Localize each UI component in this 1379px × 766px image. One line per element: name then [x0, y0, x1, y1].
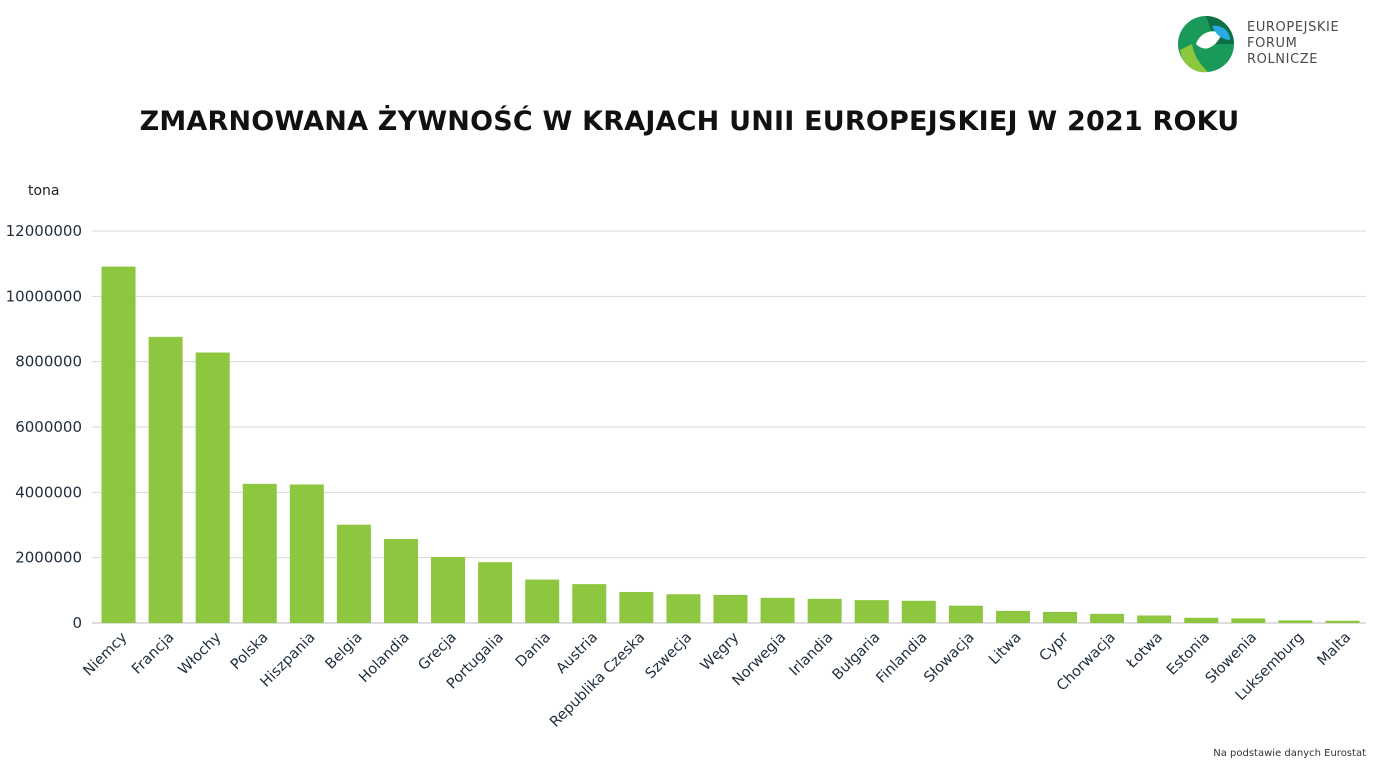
logo-text: EUROPEJSKIE FORUM ROLNICZE [1247, 20, 1367, 68]
bar [1137, 615, 1172, 623]
bar [666, 594, 701, 623]
x-tick-label: Węgry [698, 629, 743, 674]
bar [478, 562, 513, 623]
x-tick-label: Cypr [1037, 629, 1072, 664]
x-tick-label: Niemcy [81, 629, 131, 679]
bar [1325, 620, 1360, 623]
x-tick-label: Słowacja [921, 630, 977, 686]
y-tick-label: 10000000 [6, 287, 82, 305]
x-tick-label: Holandia [356, 630, 413, 687]
logo-line-1: EUROPEJSKIE [1247, 20, 1340, 35]
x-tick-label: Grecja [416, 630, 460, 674]
x-tick-label: Włochy [176, 629, 225, 678]
leaf-logo-icon [1178, 16, 1234, 73]
logo-line-3: ROLNICZE [1247, 52, 1319, 67]
bar [431, 557, 466, 623]
bar [619, 591, 654, 623]
y-axis-unit-label: tona [28, 183, 60, 199]
x-tick-label: Dania [513, 630, 554, 671]
y-tick-label: 12000000 [6, 222, 82, 240]
bar [289, 484, 324, 623]
bar [948, 605, 983, 623]
x-tick-label: Republika Czeska [547, 630, 648, 731]
x-tick-label: Estonia [1164, 630, 1213, 679]
logo: EUROPEJSKIE FORUM ROLNICZE [1176, 14, 1366, 76]
bar [195, 352, 230, 623]
chart-title: ZMARNOWANA ŻYWNOŚĆ W KRAJACH UNII EUROPE… [139, 106, 1240, 137]
bar [1043, 611, 1078, 623]
y-tick-label: 2000000 [15, 549, 82, 567]
bar [713, 594, 748, 623]
bar [854, 600, 889, 623]
bar [525, 579, 560, 623]
bar [572, 584, 607, 623]
bar [995, 610, 1030, 623]
bar [901, 600, 936, 623]
x-tick-label: Polska [228, 630, 272, 674]
x-tick-label: Malta [1315, 630, 1355, 670]
x-tick-label: Francja [129, 630, 177, 678]
bar [1231, 618, 1266, 623]
bar [148, 336, 183, 623]
bar [807, 598, 842, 623]
y-tick-label: 0 [72, 614, 82, 632]
bar [101, 266, 136, 623]
bar [336, 524, 371, 623]
logo-line-2: FORUM [1247, 36, 1298, 51]
x-tick-label: Litwa [986, 630, 1025, 669]
x-tick-label: Finlandia [874, 630, 931, 687]
y-tick-label: 6000000 [15, 418, 82, 436]
bar [1184, 617, 1219, 623]
x-tick-label: Austria [554, 630, 602, 678]
bar [1090, 613, 1125, 623]
source-note: Na podstawie danych Eurostat [1213, 748, 1366, 759]
y-tick-label: 8000000 [15, 353, 82, 371]
y-tick-label: 4000000 [15, 483, 82, 501]
bar [1278, 620, 1313, 623]
x-tick-label: Belgia [323, 630, 366, 673]
bar [242, 483, 277, 623]
x-tick-label: Szwecja [643, 630, 696, 683]
bar [760, 597, 795, 623]
x-tick-label: Łotwa [1123, 630, 1166, 673]
bar [383, 539, 418, 623]
